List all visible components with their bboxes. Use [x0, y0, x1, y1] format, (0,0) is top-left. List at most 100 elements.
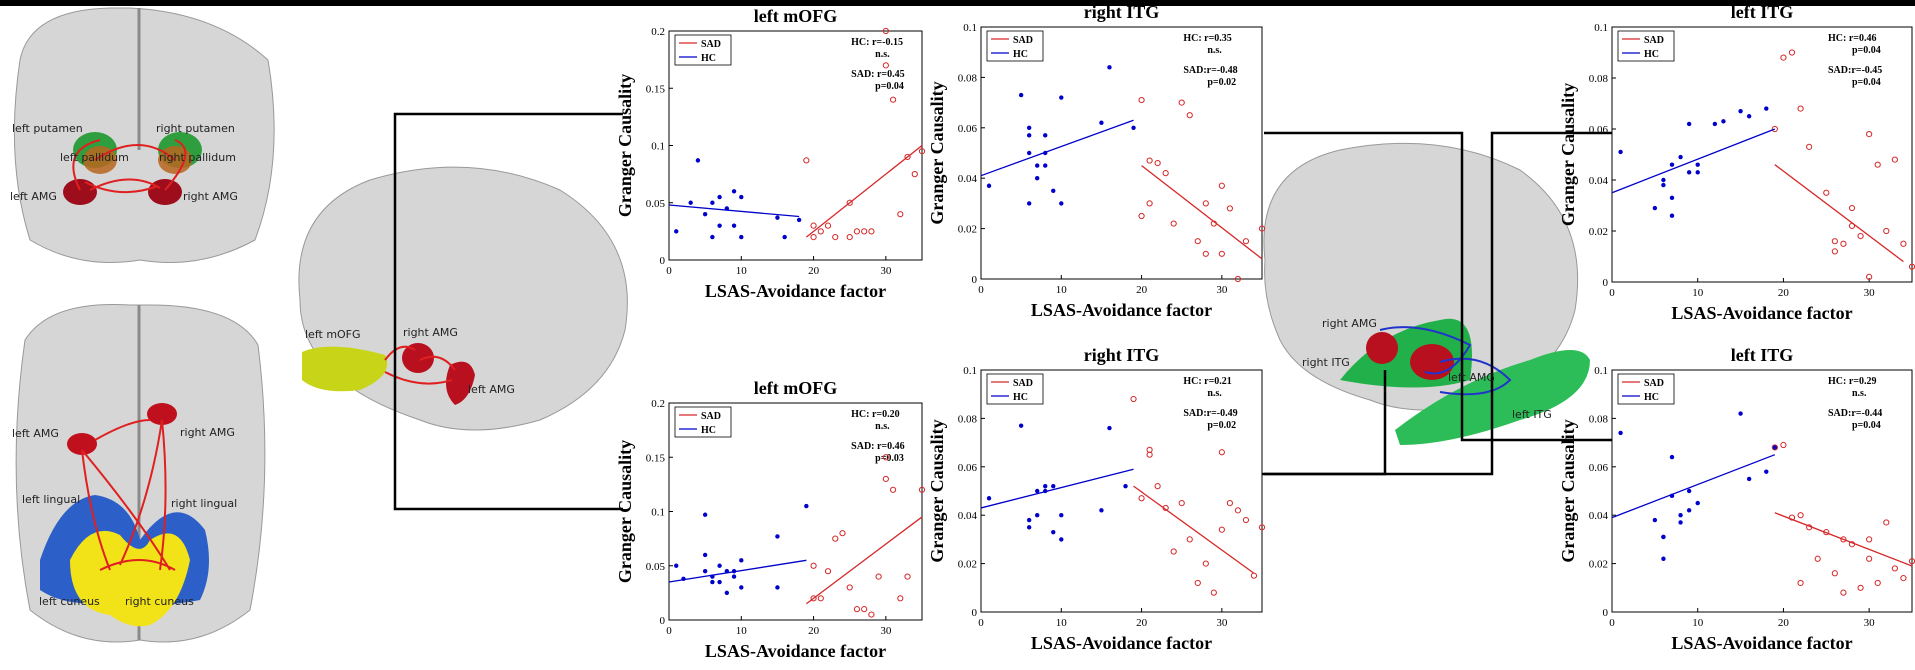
data-point: [1669, 162, 1675, 167]
data-point: [1043, 483, 1048, 489]
y-tick-label: 0.02: [1589, 559, 1608, 571]
data-point: [724, 590, 730, 596]
x-tick-label: 10: [1056, 284, 1068, 296]
x-tick-label: 0: [666, 625, 672, 637]
data-point: [1146, 200, 1153, 207]
data-point: [1051, 529, 1056, 535]
brain-sagittal: [298, 166, 628, 431]
data-point: [1218, 182, 1225, 189]
chart: left ITG LSAS-Avoidance factor Granger Cau…: [1558, 2, 1915, 323]
data-point: [868, 228, 875, 235]
y-tick-label: 0.05: [646, 198, 666, 210]
data-point: [739, 234, 744, 240]
x-tick-label: 10: [1692, 287, 1704, 299]
y-tick-label: 0.06: [958, 123, 978, 135]
fit-line: [805, 516, 923, 605]
data-point: [1686, 121, 1692, 127]
y-axis-label: Granger Causality: [615, 74, 635, 217]
brain-label: left ITG: [1512, 408, 1552, 421]
data-point: [1686, 170, 1692, 175]
brain-label: left cuneus: [39, 595, 100, 608]
x-tick-label: 30: [1864, 617, 1876, 629]
data-point: [1026, 133, 1032, 138]
legend-box: [1617, 373, 1675, 405]
data-point: [1874, 579, 1881, 587]
connector: [1264, 370, 1387, 476]
x-axis-label: LSAS-Avoidance factor: [705, 641, 886, 661]
y-axis-label: Granger Causality: [1558, 83, 1578, 226]
y-tick-label: 0.08: [958, 413, 978, 425]
data-point: [1678, 520, 1683, 525]
data-point: [817, 228, 824, 235]
data-point: [1764, 106, 1769, 111]
legend-label: HC: [1013, 392, 1028, 403]
legend-label: SAD: [1644, 378, 1664, 389]
y-tick-label: 0.02: [958, 224, 977, 236]
y-tick-label: 0.2: [651, 26, 665, 38]
data-point: [717, 563, 722, 568]
annotation: n.s.: [1852, 388, 1867, 399]
annotation: HC: r=0.46: [1828, 33, 1876, 44]
y-tick-label: 0.15: [646, 452, 666, 464]
y-tick-label: 0.08: [1589, 413, 1609, 425]
data-point: [1738, 108, 1743, 114]
legend-label: HC: [1013, 49, 1028, 60]
data-point: [861, 228, 868, 235]
data-point: [1780, 54, 1787, 61]
plot-area: [980, 369, 1263, 613]
annotation: SAD:r=-0.45: [1828, 65, 1882, 76]
data-point: [1874, 161, 1881, 168]
brain-label: right AMG: [180, 426, 235, 439]
x-tick-label: 20: [1136, 617, 1148, 629]
data-point: [796, 217, 802, 223]
data-point: [739, 558, 744, 563]
data-point: [1721, 119, 1726, 124]
data-point: [1866, 536, 1873, 543]
data-point: [1018, 92, 1024, 98]
chart: left mOFG LSAS-Avoidance factor Granger Ca…: [615, 6, 926, 301]
data-point: [1059, 513, 1064, 518]
x-tick-label: 0: [978, 284, 984, 296]
x-tick-label: 10: [1056, 617, 1068, 629]
y-tick-label: 0: [1603, 277, 1609, 289]
data-point: [918, 148, 926, 155]
x-tick-label: 0: [1609, 287, 1615, 299]
x-axis-label: LSAS-Avoidance factor: [1031, 300, 1212, 320]
data-point: [1831, 570, 1838, 577]
legend-label: SAD: [1013, 378, 1033, 389]
y-tick-label: 0.1: [1594, 365, 1608, 377]
chart-title: right ITG: [1084, 2, 1160, 22]
data-point: [1242, 238, 1250, 245]
x-tick-label: 20: [808, 625, 820, 637]
data-point: [1059, 201, 1064, 206]
y-tick-label: 0.08: [958, 72, 978, 84]
fit-line: [668, 559, 807, 583]
data-point: [1258, 225, 1266, 232]
top-bar: [0, 0, 1915, 6]
fit-line: [1774, 164, 1904, 263]
connector: [393, 112, 623, 511]
brain-label: left AMG: [12, 427, 59, 440]
data-point: [1162, 170, 1169, 177]
annotation: n.s.: [875, 49, 890, 60]
data-point: [1738, 411, 1743, 416]
x-tick-label: 30: [1864, 287, 1876, 299]
legend-label: SAD: [701, 411, 721, 422]
data-point: [1123, 483, 1128, 489]
x-axis-label: LSAS-Avoidance factor: [1671, 303, 1852, 323]
y-tick-label: 0: [660, 255, 666, 267]
data-point: [1771, 125, 1778, 133]
fit-line: [980, 468, 1134, 509]
fit-line: [1611, 454, 1776, 519]
data-point: [1823, 189, 1830, 196]
data-point: [846, 199, 853, 206]
brain-sagittal-itg: [1263, 142, 1590, 445]
data-point: [1226, 205, 1233, 212]
annotation: n.s.: [1207, 388, 1222, 399]
data-point: [710, 200, 715, 205]
y-tick-label: 0.05: [646, 561, 666, 573]
data-point: [717, 194, 722, 200]
y-tick-label: 0.06: [1589, 124, 1609, 136]
annotation: SAD: r=0.45: [851, 69, 904, 80]
data-point: [1831, 248, 1838, 255]
